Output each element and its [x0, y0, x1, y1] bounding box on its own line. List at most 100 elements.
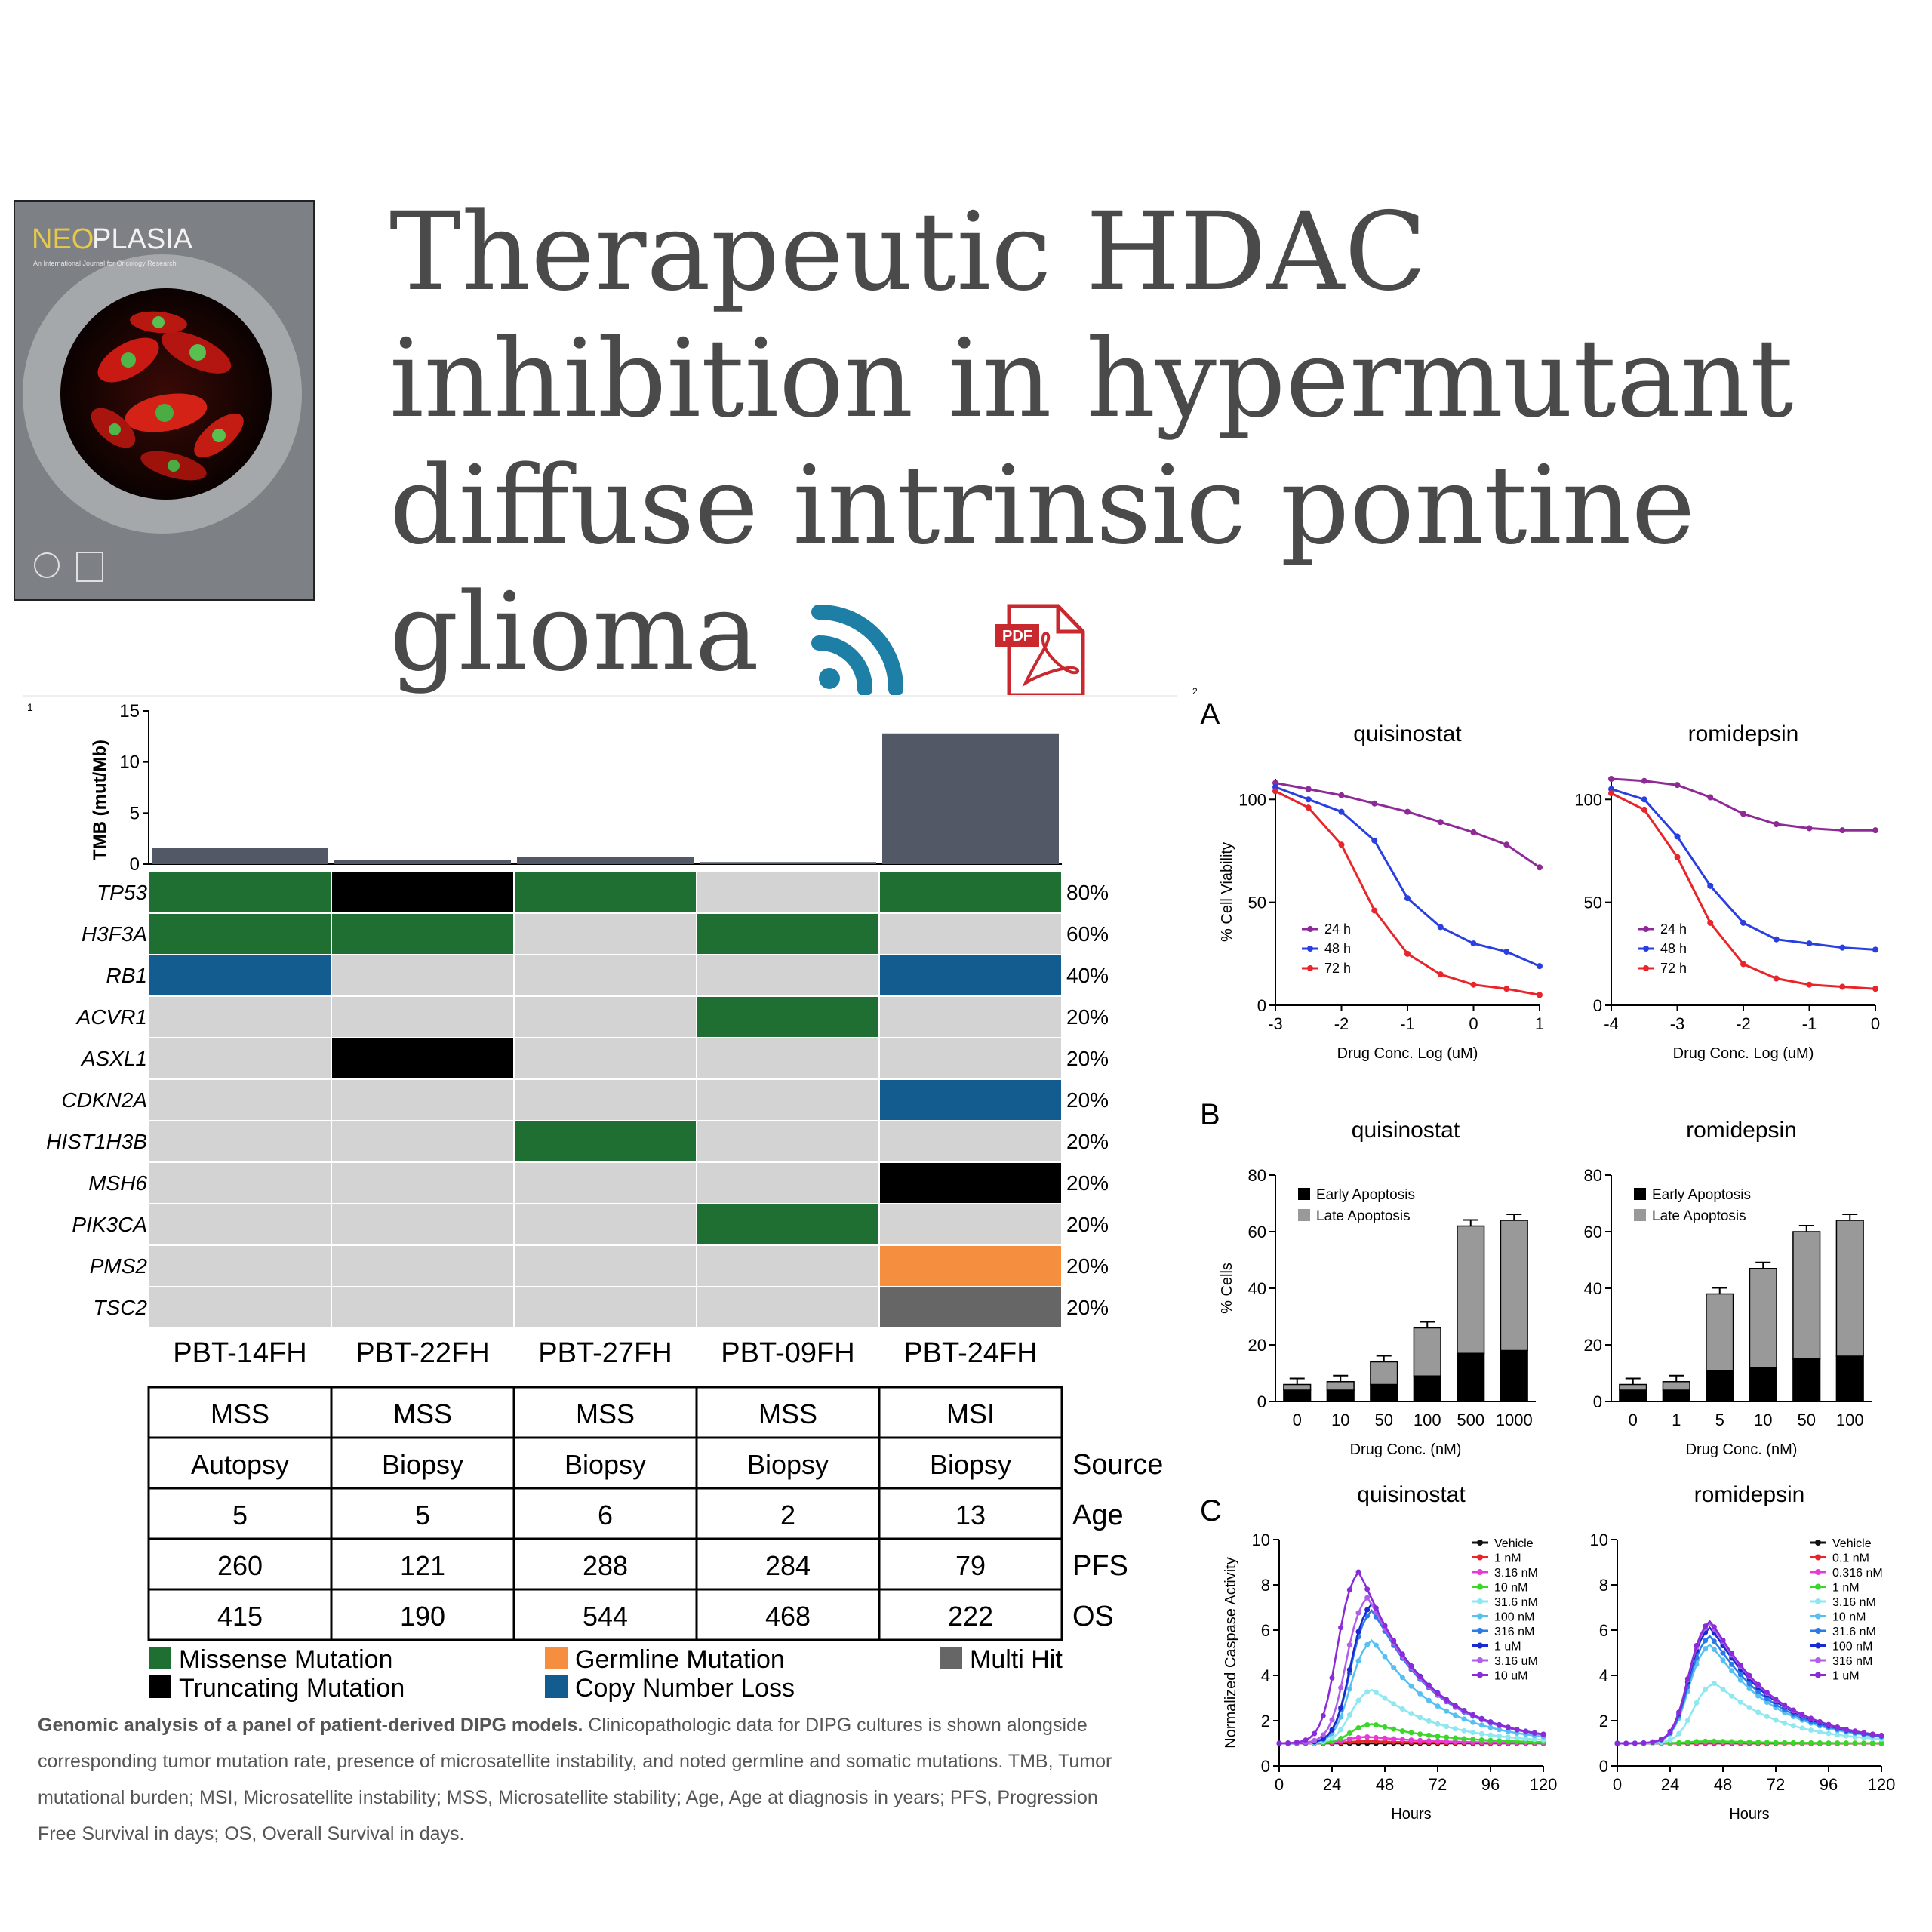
- data-point: [1641, 806, 1647, 813]
- data-point: [1452, 1735, 1458, 1741]
- data-point: [1426, 1732, 1432, 1738]
- bar-segment: [1326, 1389, 1355, 1402]
- x-tick-label: 48: [1714, 1775, 1732, 1794]
- legend-label: Copy Number Loss: [575, 1674, 795, 1703]
- data-point: [1711, 1624, 1717, 1630]
- data-point: [1312, 1737, 1318, 1743]
- legend-swatch: [940, 1647, 962, 1669]
- data-point: [1364, 1595, 1371, 1601]
- legend-marker: [1477, 1613, 1483, 1620]
- data-point: [1408, 1711, 1414, 1717]
- y-axis-label: % Cells: [1219, 1263, 1235, 1314]
- table-cell-text: MSI: [946, 1398, 995, 1429]
- legend-marker: [1815, 1613, 1821, 1620]
- data-point: [1373, 1734, 1379, 1740]
- mutation-cell: [697, 872, 878, 912]
- data-point: [1417, 1715, 1423, 1721]
- sample-label: PBT-22FH: [355, 1337, 489, 1369]
- bar-segment: [1749, 1367, 1777, 1402]
- data-point: [1346, 1712, 1352, 1718]
- rss-icon[interactable]: [808, 601, 914, 700]
- gene-percent-labels: 80% 60% 40% 20% 20% 20% 20% 20% 20% 20% 20%: [1066, 881, 1109, 1319]
- data-point: [1737, 1699, 1743, 1705]
- pdf-icon[interactable]: PDF: [994, 601, 1092, 700]
- data-point: [1391, 1726, 1397, 1732]
- data-point: [1878, 1740, 1884, 1746]
- data-point: [1720, 1657, 1726, 1663]
- data-point: [1338, 1727, 1344, 1733]
- legend-label: 1 uM: [1832, 1670, 1860, 1683]
- y-tick-label: 4: [1599, 1666, 1608, 1685]
- data-point: [1346, 1667, 1352, 1672]
- legend-marker: [1307, 965, 1313, 971]
- bar-segment: [1370, 1383, 1398, 1402]
- gene-label: H3F3A: [82, 922, 147, 946]
- data-point: [1773, 1740, 1779, 1746]
- journal-subtitle: An International Journal for Oncology Re…: [33, 260, 177, 267]
- series-line: [1611, 792, 1876, 990]
- data-point: [1338, 1684, 1344, 1690]
- clinical-table: MSS MSS MSS MSS MSI Autopsy Biopsy Biopsy Biopsy…: [147, 1386, 1163, 1641]
- mutation-cell: [697, 1121, 878, 1161]
- mutation-cell: [697, 1246, 878, 1286]
- x-tick-label: -1: [1400, 1014, 1415, 1033]
- data-point: [1329, 1727, 1335, 1733]
- data-point: [1641, 796, 1647, 803]
- legend-label: 0.316 nM: [1832, 1567, 1883, 1580]
- bar-segment: [1792, 1231, 1821, 1360]
- mutation-cell: [880, 872, 1061, 912]
- x-tick-label: -3: [1670, 1014, 1685, 1033]
- mutation-cell: [332, 1204, 513, 1244]
- chart-title: quisinostat: [1353, 721, 1462, 746]
- article-title[interactable]: Therapeutic HDAC inhibition in hypermuta…: [389, 189, 1794, 695]
- data-point: [1817, 1729, 1823, 1735]
- data-point: [1329, 1735, 1335, 1741]
- data-point: [1303, 1737, 1309, 1743]
- tmb-bar: [700, 862, 876, 864]
- data-point: [1843, 1726, 1849, 1732]
- mutation-cell: [515, 1287, 696, 1327]
- data-point: [1408, 1683, 1414, 1689]
- journal-cover[interactable]: NEO PLASIA An International Journal for …: [14, 200, 315, 601]
- mutation-cell: [515, 955, 696, 995]
- x-tick-label: 0: [1629, 1411, 1638, 1429]
- data-point: [1667, 1728, 1673, 1734]
- x-tick-label: 120: [1530, 1775, 1558, 1794]
- panel-a-label: A: [1200, 698, 1220, 731]
- legend-label: 3.16 uM: [1494, 1655, 1538, 1668]
- x-tick-label: 100: [1836, 1411, 1864, 1429]
- data-point: [1373, 1738, 1379, 1744]
- mutation-cell: [880, 1287, 1061, 1327]
- legend-swatch: [1634, 1209, 1646, 1221]
- bar-segment: [1370, 1361, 1398, 1386]
- data-point: [1478, 1737, 1484, 1743]
- mutation-cell: [697, 1038, 878, 1078]
- data-point: [1720, 1686, 1726, 1692]
- mutation-cell: [515, 997, 696, 1037]
- legend-marker: [1815, 1583, 1821, 1590]
- mutation-cell: [880, 955, 1061, 995]
- data-point: [1408, 1730, 1414, 1736]
- gene-label: MSH6: [88, 1171, 147, 1195]
- data-point: [1720, 1650, 1726, 1656]
- data-point: [1320, 1712, 1326, 1718]
- mutation-cell: [697, 914, 878, 954]
- data-point: [1523, 1728, 1529, 1734]
- x-axis-label: Drug Conc. (nM): [1350, 1441, 1462, 1458]
- data-point: [1437, 971, 1444, 978]
- bar-segment: [1283, 1389, 1312, 1402]
- x-axis-label: Hours: [1729, 1806, 1769, 1823]
- legend-marker: [1477, 1598, 1483, 1604]
- data-point: [1346, 1736, 1352, 1742]
- data-point: [1707, 794, 1714, 801]
- chart-title: romidepsin: [1694, 1482, 1805, 1507]
- data-point: [1674, 854, 1681, 860]
- table-cell: [695, 1588, 881, 1641]
- data-point: [1632, 1740, 1638, 1746]
- data-point: [1338, 808, 1345, 815]
- data-point: [1773, 821, 1780, 827]
- data-point: [1371, 800, 1378, 807]
- table-cell: [147, 1487, 333, 1540]
